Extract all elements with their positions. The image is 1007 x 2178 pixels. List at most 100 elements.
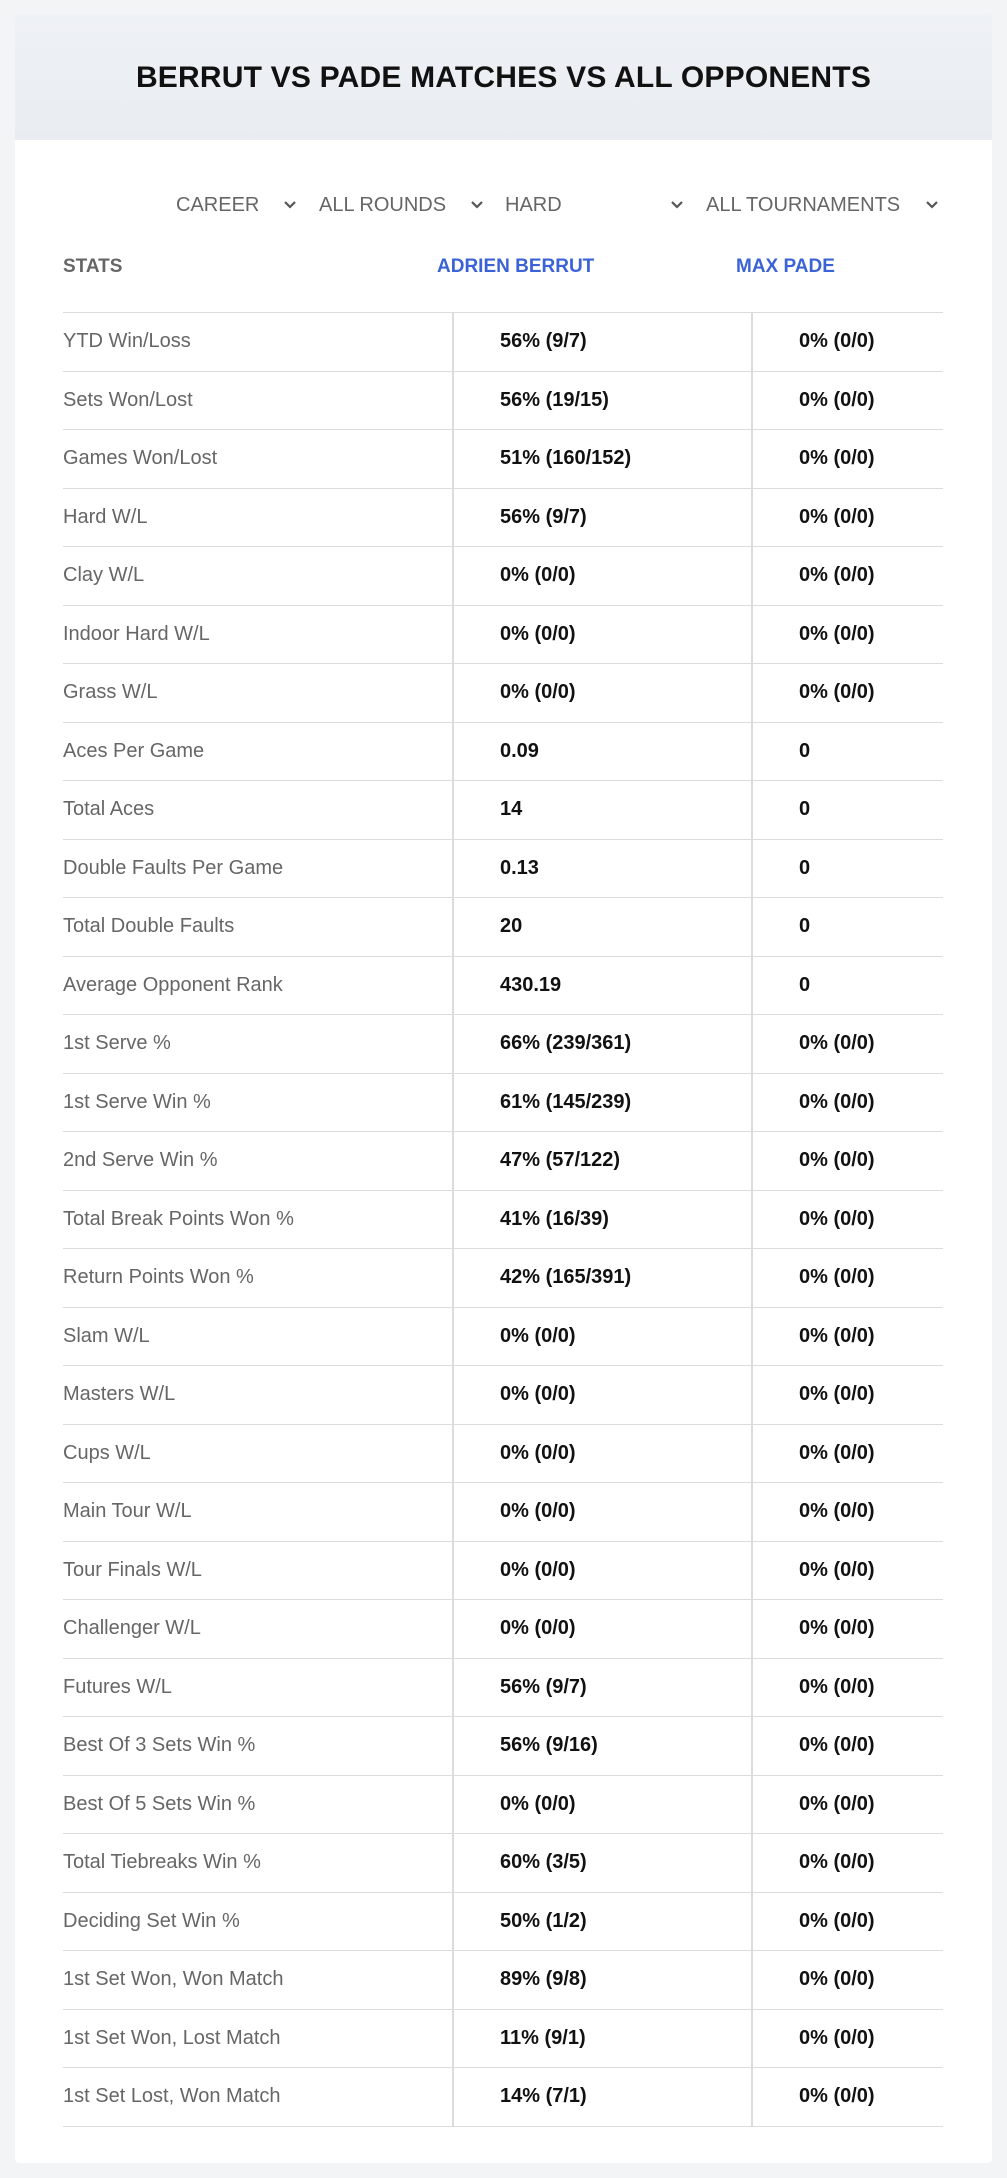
stat-value: 0	[799, 739, 811, 762]
stat-label: Challenger W/L	[63, 1617, 201, 1639]
stat-value: 50% (1/2)	[500, 1909, 587, 1932]
stat-label: Grass W/L	[63, 681, 158, 703]
table-row: Total Aces 14 0	[63, 780, 943, 839]
chevron-icon[interactable]	[669, 197, 685, 213]
filter-select[interactable]: ALL TOURNAMENTS	[706, 193, 901, 216]
stats-card: BERRUT VS PADE MATCHES VS ALL OPPONENTS …	[15, 15, 992, 2163]
column-divider	[452, 781, 454, 839]
column-divider	[452, 1307, 454, 1365]
stat-value: 0% (0/0)	[799, 505, 875, 528]
stat-value: 11% (9/1)	[500, 2026, 586, 2049]
stat-value: 0% (0/0)	[799, 622, 875, 645]
header: BERRUT VS PADE MATCHES VS ALL OPPONENTS	[15, 15, 992, 140]
stat-value: 0.09	[500, 739, 539, 762]
table-row: Challenger W/L 0% (0/0) 0% (0/0)	[63, 1599, 943, 1658]
column-divider	[751, 1892, 753, 1950]
stat-value: 0% (0/0)	[799, 2026, 875, 2049]
filter-select[interactable]: ALL ROUNDS	[319, 193, 447, 216]
filter-select[interactable]: HARD	[505, 193, 562, 216]
table-row: 1st Serve Win % 61% (145/239) 0% (0/0)	[63, 1072, 943, 1131]
column-divider	[751, 1015, 753, 1073]
stat-label: Average Opponent Rank	[63, 973, 283, 996]
column-header[interactable]: MAX PADE	[736, 256, 835, 277]
stat-value: 47% (57/122)	[500, 1149, 621, 1171]
table-row: Slam W/L 0% (0/0) 0% (0/0)	[63, 1306, 943, 1365]
stat-label: Masters W/L	[63, 1383, 176, 1405]
table: YTD Win/Loss 56% (9/7) 0% (0/0) Sets Won/Lo…	[63, 312, 943, 2127]
column-divider	[751, 547, 753, 605]
column-divider	[452, 1717, 454, 1775]
column-divider	[751, 1307, 753, 1365]
stat-value: 0% (0/0)	[799, 1500, 875, 1522]
column-header[interactable]: ADRIEN BERRUT	[437, 256, 595, 277]
column-divider	[751, 2068, 753, 2126]
column-divider	[452, 1132, 454, 1190]
stat-value: 0% (0/0)	[799, 330, 875, 352]
stat-value: 0% (0/0)	[799, 1090, 875, 1113]
stat-label: 1st Set Won, Lost Match	[63, 2026, 281, 2049]
column-divider	[751, 313, 753, 371]
stat-value: 60% (3/5)	[500, 1851, 587, 1873]
stat-value: 56% (9/7)	[500, 330, 587, 352]
column-header: STATS	[63, 256, 123, 277]
stat-value: 56% (19/15)	[500, 388, 609, 411]
stat-label: 1st Serve %	[63, 1032, 171, 1054]
table-row: Tour Finals W/L 0% (0/0) 0% (0/0)	[63, 1540, 943, 1599]
stat-value: 0% (0/0)	[799, 1675, 875, 1698]
column-divider	[751, 430, 753, 488]
stat-value: 0	[799, 856, 811, 879]
stat-value: 14% (7/1)	[500, 2085, 587, 2107]
table-row: Double Faults Per Game 0.13 0	[63, 838, 943, 897]
stat-value: 0% (0/0)	[799, 1207, 875, 1230]
column-divider	[452, 605, 454, 663]
table-row: Sets Won/Lost 56% (19/15) 0% (0/0)	[63, 370, 943, 429]
column-divider	[751, 1600, 753, 1658]
column-divider	[751, 1775, 753, 1833]
stat-label: Total Aces	[63, 798, 155, 820]
title: BERRUT VS PADE MATCHES VS ALL OPPONENTS	[135, 60, 872, 94]
column-divider	[751, 898, 753, 956]
stat-value: 0% (0/0)	[799, 1617, 875, 1639]
column-divider	[452, 1073, 454, 1131]
stat-value: 0% (0/0)	[500, 1617, 576, 1639]
filter-select[interactable]: CAREER	[176, 193, 260, 216]
stat-label: Futures W/L	[63, 1675, 172, 1698]
table-row: Indoor Hard W/L 0% (0/0) 0% (0/0)	[63, 604, 943, 663]
column-divider	[751, 1834, 753, 1892]
column-divider	[751, 1366, 753, 1424]
column-divider	[452, 1483, 454, 1541]
column-divider	[452, 956, 454, 1014]
stat-value: 0% (0/0)	[500, 681, 576, 703]
column-divider	[452, 722, 454, 780]
chevron-icon[interactable]	[469, 197, 485, 213]
stat-label: Indoor Hard W/L	[63, 622, 210, 645]
column-divider	[751, 839, 753, 897]
column-divider	[452, 664, 454, 722]
stat-value: 0% (0/0)	[500, 1792, 576, 1815]
stat-value: 0% (0/0)	[799, 1851, 875, 1873]
chevron-icon[interactable]	[924, 197, 940, 213]
stat-value: 0% (0/0)	[500, 622, 576, 645]
stat-value: 66% (239/361)	[500, 1032, 632, 1054]
column-divider	[452, 1424, 454, 1482]
table-row: Total Tiebreaks Win % 60% (3/5) 0% (0/0)	[63, 1833, 943, 1892]
stat-value: 0	[799, 798, 811, 820]
stat-label: 2nd Serve Win %	[63, 1149, 218, 1171]
stat-value: 0% (0/0)	[500, 1324, 576, 1347]
column-divider	[751, 1717, 753, 1775]
column-divider	[452, 839, 454, 897]
stat-label: Deciding Set Win %	[63, 1909, 240, 1932]
stat-value: 0% (0/0)	[799, 447, 875, 469]
chevron-icon[interactable]	[282, 197, 298, 213]
stat-label: Sets Won/Lost	[63, 388, 193, 411]
stat-value: 20	[500, 915, 523, 937]
stat-value: 0% (0/0)	[500, 564, 576, 586]
stat-label: Double Faults Per Game	[63, 856, 284, 879]
stat-label: Tour Finals W/L	[63, 1558, 202, 1581]
stat-label: Total Tiebreaks Win %	[63, 1851, 261, 1873]
stat-value: 89% (9/8)	[500, 1968, 587, 1990]
stat-value: 0% (0/0)	[500, 1500, 576, 1522]
column-divider	[751, 1190, 753, 1248]
stat-value: 56% (9/7)	[500, 1675, 587, 1698]
